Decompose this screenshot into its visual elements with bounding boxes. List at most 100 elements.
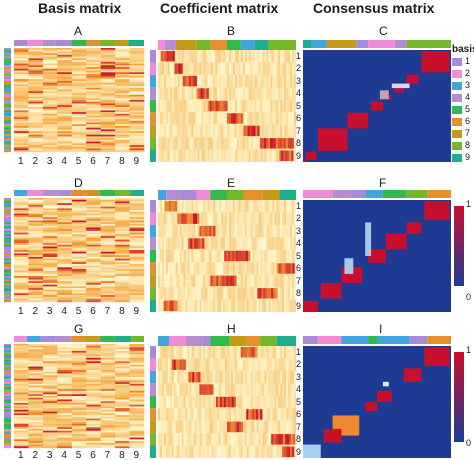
basis-cell [86, 79, 101, 82]
coefficient-cell [282, 74, 285, 88]
basis-cell [42, 288, 58, 291]
basis-cell [57, 375, 73, 378]
basis-cell [28, 408, 44, 411]
basis-cell [115, 230, 130, 233]
coefficient-cell [246, 358, 249, 372]
coefficient-cell [234, 445, 238, 458]
coefficient-cell [268, 74, 271, 88]
coefficient-high-cell [232, 275, 235, 287]
coefficient-cell [175, 99, 179, 113]
coefficient-cell [158, 237, 161, 250]
coefficient-cell [260, 433, 263, 446]
coefficient-cell [280, 112, 283, 125]
basis-heatmap-d [4, 190, 145, 303]
coefficient-cell [286, 383, 289, 396]
coefficient-cell [167, 262, 171, 275]
coefficient-cell [272, 408, 275, 421]
row-annotation-cell [4, 237, 11, 240]
basis-cell [14, 48, 29, 50]
basis-cell [86, 112, 101, 115]
coefficient-cell [161, 408, 165, 421]
coefficient-cell [240, 395, 244, 409]
row-annotation-cell [4, 138, 11, 141]
coefficient-cell [209, 62, 212, 76]
coefficient-cell [183, 346, 186, 359]
basis-cell [129, 230, 145, 233]
basis-cell [28, 75, 44, 78]
basis-cell [14, 108, 29, 111]
coefficient-cell [213, 408, 216, 421]
coefficient-cell [167, 408, 171, 421]
row-annotation-cell [150, 395, 156, 409]
coefficient-high-cell [252, 409, 255, 420]
coefficient-cell [250, 383, 253, 396]
basis-cell [86, 145, 101, 147]
row-annotation-cell [4, 217, 11, 219]
coefficient-cell [193, 149, 196, 162]
coefficient-cell [169, 346, 173, 359]
basis-cell [28, 364, 44, 367]
basis-cell [129, 215, 145, 218]
annotation-segment [382, 190, 407, 198]
coefficient-cell [266, 299, 269, 312]
coefficient-cell [213, 370, 216, 384]
basis-cell [86, 251, 101, 254]
basis-cell [129, 75, 145, 78]
coefficient-cell [266, 124, 269, 138]
basis-cell [28, 397, 44, 400]
basis-cell [71, 383, 87, 386]
basis-cell [28, 276, 44, 278]
coefficient-high-cell [260, 409, 263, 420]
coefficient-cell [272, 383, 275, 396]
coefficient-cell [185, 224, 188, 238]
coefficient-cell [211, 137, 214, 150]
basis-cell [57, 363, 73, 365]
coefficient-cell [158, 50, 161, 63]
basis-cell [100, 234, 116, 237]
coefficient-cell [209, 370, 212, 384]
coefficient-cell [203, 237, 206, 250]
annotation-segment [58, 190, 72, 196]
coefficient-cell [207, 137, 210, 150]
coefficient-cell [260, 274, 263, 288]
basis-cell [115, 201, 130, 204]
annotation-segment [131, 190, 144, 196]
coefficient-cell [246, 383, 249, 396]
coefficient-cell [238, 299, 242, 312]
basis-cell [42, 423, 58, 426]
basis-cell [28, 225, 44, 228]
coefficient-cell [211, 237, 214, 250]
basis-cell [57, 204, 73, 207]
coefficient-cell [284, 299, 287, 312]
basis-cell [86, 80, 101, 83]
coefficient-cell [276, 274, 279, 288]
coefficient-cell [290, 346, 293, 359]
coefficient-high-cell [192, 75, 195, 87]
colorbar-step [454, 222, 464, 225]
coefficient-cell [278, 408, 281, 421]
coefficient-high-cell [196, 238, 199, 249]
coefficient-cell [242, 212, 246, 226]
basis-cell [71, 91, 87, 94]
consensus-block [365, 402, 377, 411]
coefficient-cell [270, 358, 273, 372]
coefficient-cell [290, 358, 293, 372]
coefficient-cell [201, 200, 204, 213]
coefficient-cell [219, 383, 222, 396]
basis-cell [100, 368, 116, 371]
basis-cell [42, 225, 58, 228]
coefficient-cell [207, 299, 210, 312]
row-annotation-cell [150, 74, 156, 88]
row-annotation-cell [150, 50, 156, 63]
coefficient-cell [177, 124, 180, 138]
coefficient-cell [195, 299, 198, 312]
basis-cell [71, 298, 87, 301]
coefficient-cell [284, 50, 287, 63]
coefficient-cell [189, 87, 192, 100]
basis-cell [14, 87, 29, 90]
basis-cell [28, 418, 44, 421]
basis-cell [86, 385, 101, 388]
coefficient-cell [250, 74, 253, 88]
coefficient-cell [234, 74, 238, 88]
coefficient-cell [165, 149, 169, 162]
